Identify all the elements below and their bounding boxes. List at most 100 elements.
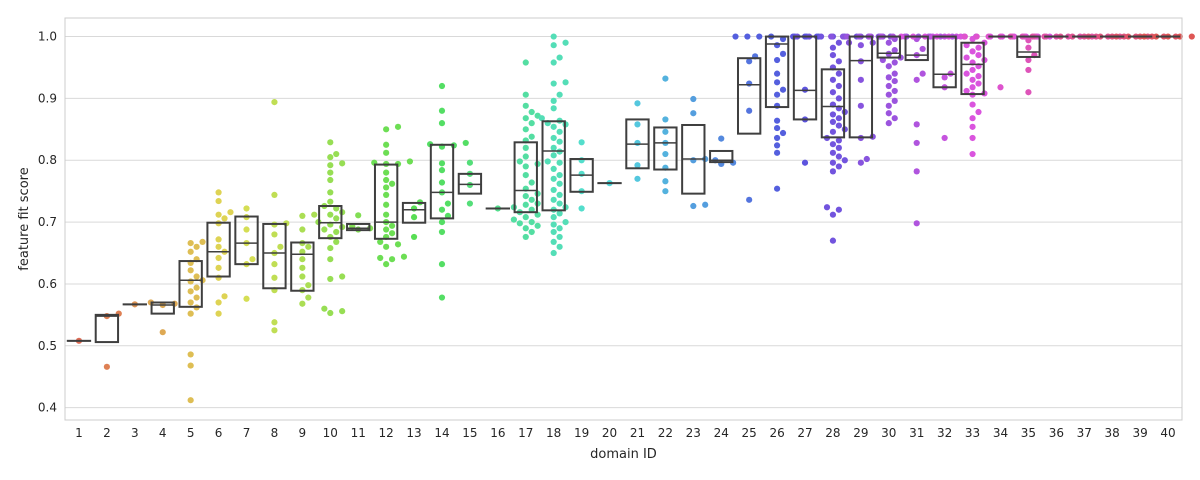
swarm-point [550, 165, 557, 173]
swarm-point [634, 175, 641, 182]
plot-area-frame [64, 17, 1183, 421]
box-iqr [429, 143, 455, 220]
swarm-point [835, 95, 842, 102]
swarm-point [327, 139, 334, 146]
swarm-point [438, 179, 446, 186]
swarm-point [215, 254, 222, 262]
swarm-point [327, 162, 334, 169]
swarm-point [556, 171, 563, 179]
swarm-point [550, 228, 557, 236]
swarm-point [438, 206, 446, 213]
swarm-point [829, 76, 837, 83]
swarm-point [528, 108, 535, 116]
x-tick-label: 4 [159, 426, 167, 440]
y-tick-label: 0.4 [38, 401, 57, 415]
x-tick-label: 13 [406, 426, 421, 440]
box-plot [290, 241, 315, 292]
swarm-point [193, 243, 200, 250]
swarm-point [249, 256, 256, 263]
swarm-point [841, 157, 848, 164]
swarm-point [193, 273, 200, 280]
y-tick-label: 1.0 [38, 30, 57, 44]
y-tick-label: 0.8 [38, 153, 57, 167]
swarm-point [444, 200, 452, 207]
swarm-point [538, 115, 545, 122]
box-iqr [513, 141, 538, 214]
swarm-point [578, 170, 585, 177]
swarm-point [702, 201, 709, 208]
swarm-point [885, 102, 892, 109]
swarm-point [388, 230, 396, 237]
swarm-point [835, 122, 842, 129]
swarm-point [187, 248, 194, 255]
swarm-point [562, 218, 569, 226]
swarm-point [333, 215, 340, 222]
swarm-point [187, 240, 194, 247]
swarm-point [835, 58, 842, 65]
x-tick-label: 18 [546, 426, 561, 440]
box-plot [569, 158, 594, 193]
swarm-point [299, 300, 306, 307]
swarm-point [773, 134, 781, 142]
box-iqr [94, 313, 120, 344]
x-axis-title: domain ID [590, 447, 657, 462]
swarm-point [438, 294, 446, 301]
x-tick-label: 40 [1160, 426, 1175, 440]
swarm-point [963, 54, 970, 61]
swarm-point [969, 123, 976, 130]
box-plot [513, 141, 538, 214]
grid-lines [65, 36, 1182, 409]
swarm-point [193, 294, 200, 301]
swarm-point [773, 79, 781, 86]
x-tick-label: 3 [131, 426, 139, 440]
swarm-point [779, 86, 787, 93]
x-tick-label: 24 [714, 426, 729, 440]
swarm-point [891, 77, 898, 85]
swarm-point [578, 205, 585, 212]
swarm-point [885, 63, 892, 70]
swarm-point [969, 101, 976, 108]
x-tick-labels: 1 2 3 4 5 6 7 8 9 10 11 12 13 14 15 16 17 18 19 20 21 22 23 24 2… [75, 426, 1176, 440]
swarm-point [773, 91, 781, 98]
swarm-point [466, 159, 474, 166]
swarm-point [305, 282, 312, 289]
swarm-point [562, 79, 569, 86]
swarm-point [634, 121, 641, 128]
swarm-point [746, 80, 753, 87]
swarm-point [634, 100, 641, 107]
x-tick-label: 29 [853, 426, 868, 440]
swarm-point [327, 256, 334, 263]
swarm-point [550, 80, 557, 87]
box-iqr [653, 126, 678, 171]
swarm-point [383, 191, 390, 198]
swarm-point [377, 238, 384, 245]
swarm-point [746, 58, 753, 65]
swarm-point [835, 82, 842, 90]
box-plot [94, 313, 120, 344]
swarm-point [969, 84, 976, 91]
swarm-point [997, 84, 1004, 91]
swarm-point [410, 205, 418, 212]
swarm-point [406, 158, 413, 165]
box-plot [346, 222, 371, 232]
swarm-point [779, 129, 787, 137]
box-iqr [178, 260, 203, 308]
swarm-point [913, 121, 920, 128]
box-iqr [346, 222, 371, 232]
swarm-point [690, 95, 697, 103]
swarm-point [863, 155, 870, 163]
swarm-point [410, 233, 418, 241]
swarm-point [885, 110, 892, 117]
swarm-point [835, 153, 842, 160]
swarm-point [271, 274, 278, 281]
swarm-point [522, 201, 529, 208]
x-tick-label: 23 [686, 426, 701, 440]
box-plot [681, 123, 706, 195]
swarm-point [339, 308, 346, 315]
swarm-point [383, 176, 390, 184]
swarm-point [913, 76, 920, 83]
swarm-point [522, 193, 529, 200]
swarm-point [438, 107, 446, 114]
swarm-point [438, 160, 446, 167]
box-iqr [290, 241, 315, 292]
